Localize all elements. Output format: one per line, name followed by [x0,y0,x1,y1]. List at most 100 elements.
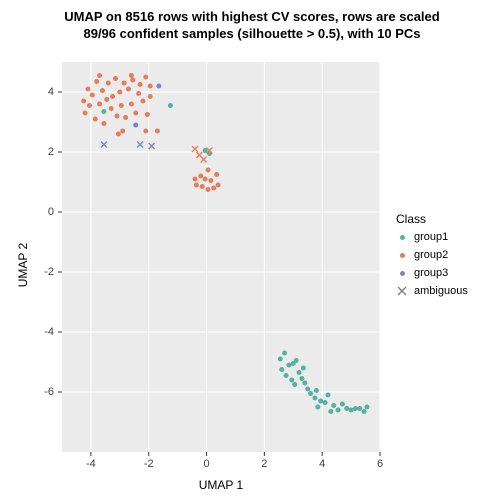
point-group1 [364,405,369,410]
point-group1 [284,373,289,378]
point-group2 [205,168,210,173]
point-group2 [86,87,91,92]
point-group1 [325,393,330,398]
point-group2 [214,172,219,177]
point-group2 [129,102,134,107]
point-group1 [305,387,310,392]
point-group2 [120,129,125,134]
point-group1 [362,409,367,414]
point-group1 [299,376,304,381]
point-group1 [279,367,284,372]
point-group1 [278,357,283,362]
point-group2 [216,183,221,188]
point-group1 [349,408,354,413]
point-group2 [143,75,148,80]
point-group2 [94,79,99,84]
point-group1 [286,363,291,368]
point-group1 [312,396,317,401]
y-tick-label: 4 [36,86,54,98]
y-tick-label: -4 [36,326,54,338]
point-group1 [168,103,173,108]
point-group2 [104,97,109,102]
legend-item-group2: group2 [396,248,448,262]
x-tick-label: 4 [319,458,325,470]
point-group1 [353,406,358,411]
point-group2 [114,114,119,119]
point-group2 [211,186,216,191]
point-group1 [297,370,302,375]
point-group1 [282,351,287,356]
point-group2 [208,178,213,183]
point-group1 [302,381,307,386]
point-group1 [294,358,299,363]
point-group1 [323,400,328,405]
point-group2 [140,99,145,104]
legend-item-ambiguous: ambiguous [396,284,468,298]
point-group2 [123,115,128,120]
y-tick-label: 0 [36,206,54,218]
point-group2 [101,121,106,126]
point-group2 [81,99,86,104]
point-group1 [344,406,349,411]
point-group2 [198,174,203,179]
legend-title: Class [396,212,426,226]
legend-label: ambiguous [414,285,468,297]
point-group2 [106,81,111,86]
point-group2 [129,73,134,78]
point-group1 [292,382,297,387]
point-group2 [192,177,197,182]
point-group2 [110,94,115,99]
point-group2 [148,84,153,89]
point-group2 [138,82,143,87]
y-tick-label: -6 [36,386,54,398]
point-group2 [194,183,199,188]
y-tick-label: -2 [36,266,54,278]
legend-label: group1 [414,231,448,243]
legend-item-group3: group3 [396,266,448,280]
point-group2 [100,88,105,93]
point-group1 [331,403,336,408]
point-group1 [289,378,294,383]
point-group1 [318,399,323,404]
point-group2 [143,129,148,134]
point-group1 [315,405,320,410]
point-group2 [126,87,131,92]
point-group2 [116,132,121,137]
x-icon [396,285,408,297]
point-group3 [133,123,138,128]
point-group2 [109,106,114,111]
x-tick-label: 0 [203,458,209,470]
point-group2 [122,81,127,86]
point-group2 [145,112,150,117]
point-group2 [83,111,88,116]
point-group3 [156,84,161,89]
x-tick-label: -2 [144,458,154,470]
point-group1 [336,408,341,413]
x-tick-label: -4 [86,458,96,470]
point-group2 [113,76,118,81]
point-group2 [93,117,98,122]
dot-icon [396,231,408,243]
point-group2 [119,103,124,108]
point-group2 [136,91,141,96]
x-tick-label: 2 [261,458,267,470]
point-group2 [87,103,92,108]
point-group2 [205,187,210,192]
dot-icon [396,249,408,261]
legend-label: group2 [414,249,448,261]
point-group1 [308,391,313,396]
point-group1 [328,409,333,414]
x-tick-label: 6 [377,458,383,470]
legend-title-text: Class [396,212,426,226]
plot-panel [62,62,380,452]
point-group2 [130,78,135,83]
legend-item-group1: group1 [396,230,448,244]
point-group2 [203,177,208,182]
point-group2 [133,111,138,116]
point-group2 [155,129,160,134]
point-group1 [357,406,362,411]
point-group2 [97,73,102,78]
point-group2 [148,94,153,99]
dot-icon [396,267,408,279]
legend-label: group3 [414,267,448,279]
